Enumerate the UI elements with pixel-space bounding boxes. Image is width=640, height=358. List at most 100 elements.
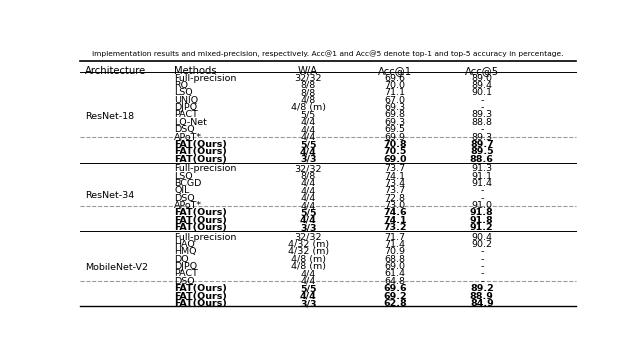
Text: -: - — [480, 125, 483, 134]
Text: 32/32: 32/32 — [294, 233, 322, 242]
Text: RQ: RQ — [174, 81, 188, 90]
Text: QIL: QIL — [174, 186, 189, 195]
Text: MobileNet-V2: MobileNet-V2 — [85, 263, 148, 272]
Text: -: - — [480, 96, 483, 105]
Text: 69.8: 69.8 — [385, 111, 406, 120]
Text: APoT*: APoT* — [174, 133, 202, 142]
Text: 69.3: 69.3 — [385, 103, 406, 112]
Text: 32/32: 32/32 — [294, 164, 322, 173]
Text: 88.6: 88.6 — [470, 155, 493, 164]
Text: 74.1: 74.1 — [385, 171, 406, 180]
Text: 70.9: 70.9 — [385, 247, 406, 256]
Text: FAT(Ours): FAT(Ours) — [174, 292, 227, 301]
Text: 90.1: 90.1 — [471, 88, 492, 97]
Text: 91.3: 91.3 — [471, 164, 492, 173]
Text: 4/4: 4/4 — [300, 216, 317, 225]
Text: 8/8: 8/8 — [301, 88, 316, 97]
Text: 4/8 (m): 4/8 (m) — [291, 103, 326, 112]
Text: FAT(Ours): FAT(Ours) — [174, 299, 227, 308]
Text: 4/32 (m): 4/32 (m) — [287, 240, 329, 249]
Text: 74.1: 74.1 — [383, 216, 407, 225]
Text: DQ: DQ — [174, 255, 189, 264]
Text: 67.0: 67.0 — [385, 96, 406, 105]
Text: LSQ: LSQ — [174, 171, 193, 180]
Text: 91.1: 91.1 — [471, 171, 492, 180]
Text: implementation results and mixed-precision, respectively. Acc@1 and Acc@5 denote: implementation results and mixed-precisi… — [92, 50, 564, 57]
Text: -: - — [480, 247, 483, 256]
Text: APoT*: APoT* — [174, 201, 202, 210]
Text: 69.0: 69.0 — [385, 262, 406, 271]
Text: DSQ: DSQ — [174, 277, 195, 286]
Text: 70.5: 70.5 — [383, 147, 406, 156]
Text: 91.2: 91.2 — [470, 223, 493, 232]
Text: 70.0: 70.0 — [385, 81, 406, 90]
Text: -: - — [480, 277, 483, 286]
Text: 73.7: 73.7 — [385, 186, 406, 195]
Text: Acc@1: Acc@1 — [378, 66, 412, 76]
Text: W/A: W/A — [298, 66, 318, 76]
Text: Acc@5: Acc@5 — [465, 66, 499, 76]
Text: 3/3: 3/3 — [300, 299, 316, 308]
Text: 68.8: 68.8 — [385, 255, 406, 264]
Text: 62.8: 62.8 — [383, 299, 407, 308]
Text: HAQ: HAQ — [174, 240, 195, 249]
Text: 91.0: 91.0 — [471, 201, 492, 210]
Text: 4/4: 4/4 — [301, 125, 316, 134]
Text: 73.0: 73.0 — [385, 201, 406, 210]
Text: -: - — [480, 186, 483, 195]
Text: Full-precision: Full-precision — [174, 73, 237, 83]
Text: 89.3: 89.3 — [471, 133, 492, 142]
Text: 90.4: 90.4 — [471, 233, 492, 242]
Text: DJPQ: DJPQ — [174, 262, 197, 271]
Text: DSQ: DSQ — [174, 194, 195, 203]
Text: 69.6: 69.6 — [383, 284, 407, 293]
Text: 61.4: 61.4 — [385, 270, 406, 279]
Text: 4/4: 4/4 — [301, 133, 316, 142]
Text: 3/3: 3/3 — [300, 223, 316, 232]
Text: 5/5: 5/5 — [301, 111, 316, 120]
Text: 4/4: 4/4 — [301, 270, 316, 279]
Text: 69.9: 69.9 — [385, 133, 406, 142]
Text: FAT(Ours): FAT(Ours) — [174, 216, 227, 225]
Text: 89.0: 89.0 — [471, 73, 492, 83]
Text: 91.8: 91.8 — [470, 208, 493, 217]
Text: 4/4: 4/4 — [301, 201, 316, 210]
Text: 90.2: 90.2 — [471, 240, 492, 249]
Text: PACT: PACT — [174, 270, 198, 279]
Text: ResNet-18: ResNet-18 — [85, 112, 134, 121]
Text: 69.6: 69.6 — [385, 73, 406, 83]
Text: FAT(Ours): FAT(Ours) — [174, 284, 227, 293]
Text: 4/8: 4/8 — [301, 96, 316, 105]
Text: DJPQ: DJPQ — [174, 103, 197, 112]
Text: PACT: PACT — [174, 111, 198, 120]
Text: 69.3: 69.3 — [385, 118, 406, 127]
Text: -: - — [480, 262, 483, 271]
Text: 88.9: 88.9 — [470, 292, 493, 301]
Text: 3/3: 3/3 — [300, 155, 316, 164]
Text: -: - — [480, 255, 483, 264]
Text: 69.0: 69.0 — [383, 155, 406, 164]
Text: 4/4: 4/4 — [301, 186, 316, 195]
Text: 5/5: 5/5 — [300, 140, 316, 149]
Text: 4/4: 4/4 — [301, 194, 316, 203]
Text: BCGD: BCGD — [174, 179, 202, 188]
Text: 89.5: 89.5 — [470, 147, 493, 156]
Text: FAT(Ours): FAT(Ours) — [174, 140, 227, 149]
Text: 89.3: 89.3 — [471, 111, 492, 120]
Text: 4/4: 4/4 — [301, 277, 316, 286]
Text: FAT(Ours): FAT(Ours) — [174, 208, 227, 217]
Text: 73.2: 73.2 — [383, 223, 406, 232]
Text: 70.8: 70.8 — [383, 140, 407, 149]
Text: 4/8 (m): 4/8 (m) — [291, 262, 326, 271]
Text: -: - — [480, 194, 483, 203]
Text: FAT(Ours): FAT(Ours) — [174, 223, 227, 232]
Text: 4/4: 4/4 — [301, 179, 316, 188]
Text: 74.6: 74.6 — [383, 208, 407, 217]
Text: 4/4: 4/4 — [300, 292, 317, 301]
Text: LQ-Net: LQ-Net — [174, 118, 207, 127]
Text: ResNet-34: ResNet-34 — [85, 191, 134, 200]
Text: 69.5: 69.5 — [385, 125, 406, 134]
Text: HMQ: HMQ — [174, 247, 196, 256]
Text: 4/4: 4/4 — [300, 147, 317, 156]
Text: 73.4: 73.4 — [385, 179, 406, 188]
